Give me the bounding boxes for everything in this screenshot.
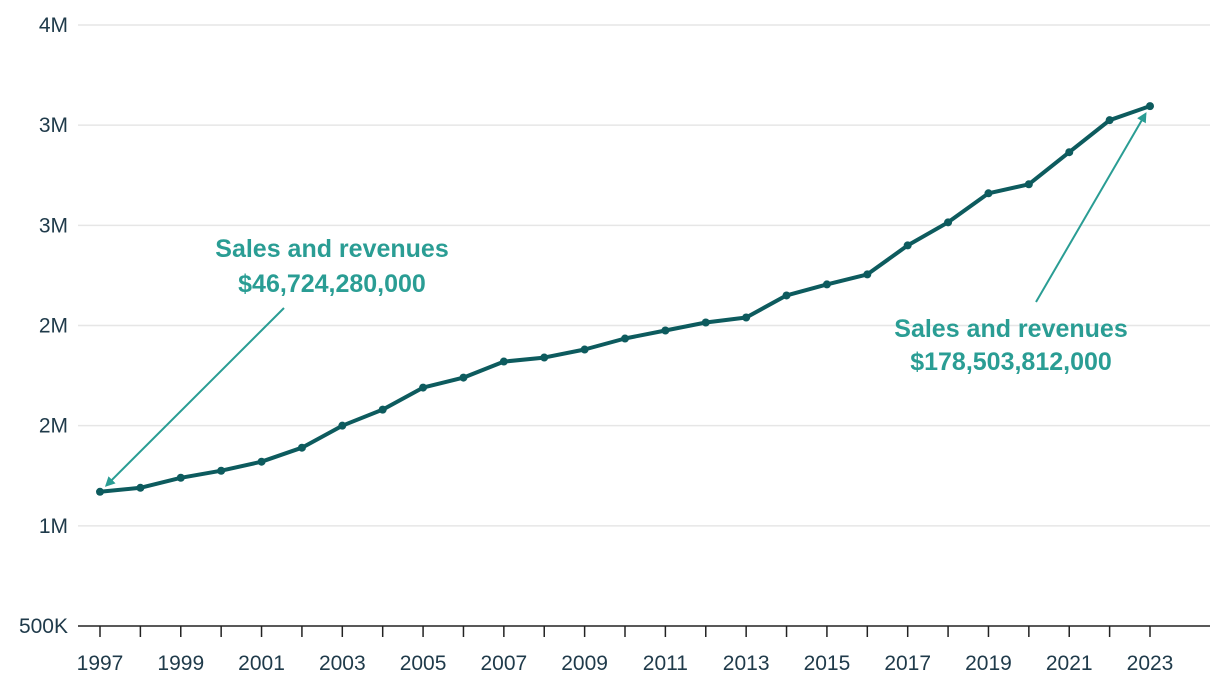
data-point [257,457,266,466]
annotation-arrow [1035,112,1147,303]
data-point [1065,148,1074,157]
axis-layer: 500K 1M 2M 2M 3M 3M 4M 1997 1999 2001 2003 2005 2007… [19,14,1210,675]
x-tick-label: 2005 [400,652,447,675]
y-tick-label: 4M [39,14,68,37]
data-point [1024,180,1033,189]
y-tick-label: 3M [39,214,68,237]
annotation-value: $178,503,812,000 [910,348,1112,376]
annotation-title: Sales and revenues [894,315,1127,343]
data-point [782,291,791,300]
data-point [701,318,710,327]
data-point [580,345,589,354]
annotation-arrow [104,307,285,487]
data-point [499,357,508,366]
x-tick-label: 2013 [723,652,770,675]
x-tick-label: 2003 [319,652,366,675]
annotation-title: Sales and revenues [215,235,448,263]
x-tick-label: 2015 [804,652,851,675]
data-point [944,218,953,227]
y-tick-label: 3M [39,114,68,137]
data-point [1146,102,1154,111]
data-point [984,189,993,198]
x-tick-label: 2019 [965,652,1012,675]
x-tick-label: 2011 [643,652,688,675]
data-point [822,280,831,289]
x-tick-label: 2021 [1046,652,1093,675]
x-tick-label: 1999 [157,652,204,675]
data-point [661,326,670,335]
data-point [863,270,872,279]
data-point [419,383,428,392]
y-tick-label: 1M [39,515,68,538]
x-tick-label: 2009 [561,652,608,675]
data-point [742,313,751,322]
data-point [540,353,549,362]
x-tick-label: 2001 [238,652,285,675]
data-point [176,473,185,482]
annotation-layer: Sales and revenues $46,724,280,000 Sales a… [104,112,1147,487]
x-tick-label: 2017 [884,652,931,675]
y-tick-label: 500K [19,615,68,638]
data-point [378,405,387,414]
data-point [459,373,468,382]
data-point [297,443,306,452]
data-point [338,421,347,430]
data-point [903,241,912,250]
annotation-value: $46,724,280,000 [238,270,426,298]
x-tick-label: 1997 [77,652,124,675]
x-tick-label: 2023 [1127,652,1174,675]
data-point [96,487,104,496]
y-tick-label: 2M [39,415,68,438]
data-point [1105,116,1114,125]
data-point [217,466,226,475]
data-point [136,483,145,492]
x-tick-label: 2007 [480,652,527,675]
series-layer [96,102,1154,496]
y-tick-label: 2M [39,315,68,338]
data-point [621,334,629,343]
series-line [98,104,1152,494]
